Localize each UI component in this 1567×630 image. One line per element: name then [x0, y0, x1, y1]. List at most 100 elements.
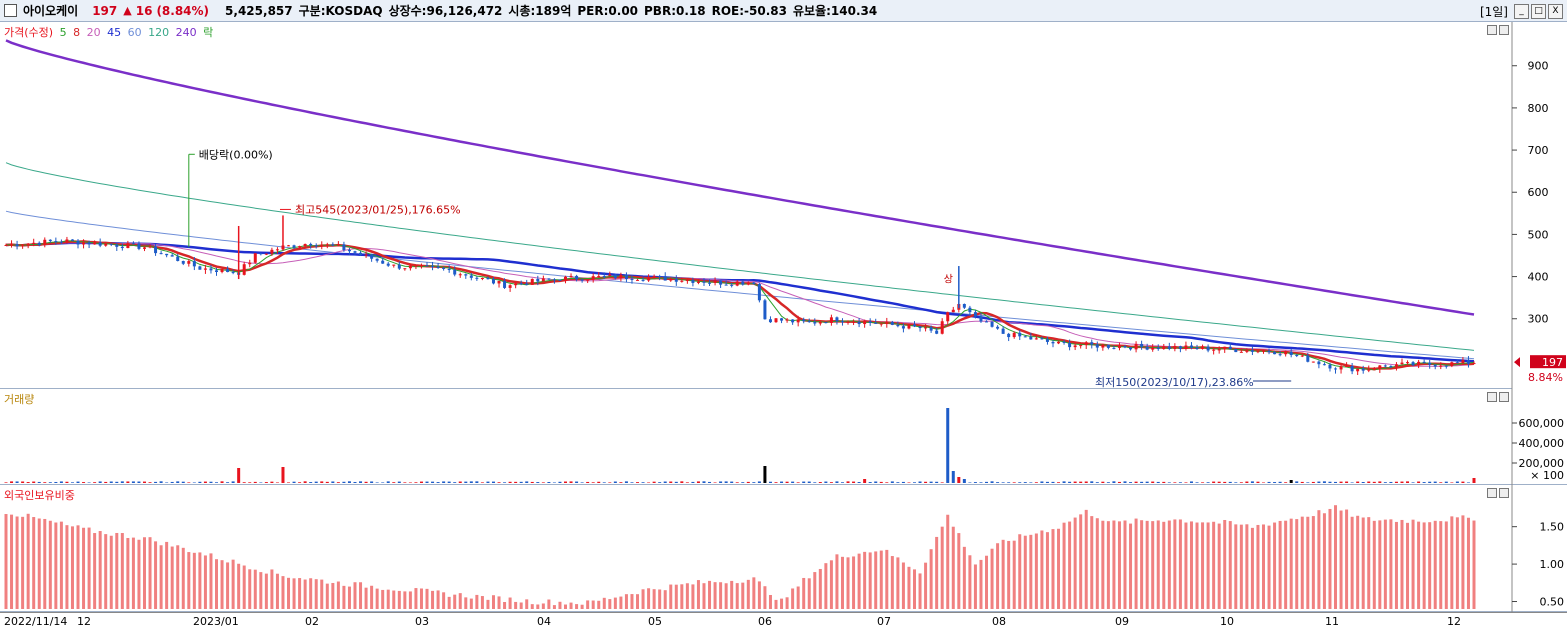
candle-body	[248, 262, 252, 265]
foreign-bar	[1455, 517, 1459, 609]
foreign-bar	[1129, 523, 1133, 609]
volume-bar	[1317, 481, 1321, 483]
candle-body	[480, 278, 484, 280]
candle-body	[220, 268, 224, 272]
foreign-bar	[1018, 534, 1022, 609]
pane-close-button[interactable]	[1499, 25, 1509, 35]
volume-bar	[647, 482, 651, 483]
price-pane[interactable]: 가격(수정) 5 8 20 45 60 120 240 락 900 800 700 6…	[0, 22, 1567, 389]
foreign-bar	[1334, 505, 1338, 609]
candle-body	[796, 319, 800, 323]
foreign-bar	[397, 590, 401, 609]
volume-bar	[1162, 481, 1166, 483]
volume-bar	[165, 482, 169, 483]
volume-bar	[652, 481, 656, 483]
foreign-bar	[580, 604, 584, 609]
pane-minimize-button[interactable]	[1487, 392, 1497, 402]
foreign-bar	[852, 556, 856, 609]
volume-bar	[281, 467, 285, 483]
volume-bar	[669, 481, 673, 483]
candle-body	[912, 324, 916, 327]
foreign-pane[interactable]: 외국인보유비중 1.50 1.00 0.50	[0, 485, 1567, 612]
foreign-bar	[1223, 519, 1227, 609]
candle-body	[1062, 341, 1066, 343]
volume-bar	[1217, 481, 1221, 483]
foreign-bar	[1195, 522, 1199, 609]
volume-pane[interactable]: 거래량 600,000 400,000 200,000 × 100	[0, 389, 1567, 485]
foreign-bar	[1472, 520, 1476, 609]
volume-bar	[918, 481, 922, 483]
foreign-bar	[957, 533, 961, 609]
volume-tick-label: 400,000	[1519, 437, 1565, 450]
ma20-line	[5, 242, 1475, 367]
volume-chart[interactable]: 600,000 400,000 200,000× 100	[0, 389, 1567, 485]
volume-bar	[569, 481, 573, 483]
volume-bar	[1234, 482, 1238, 483]
volume-bar	[1289, 480, 1293, 483]
candle-body	[852, 321, 856, 323]
volume-bar	[59, 481, 63, 483]
foreign-bar	[486, 599, 490, 609]
candle-body	[536, 278, 540, 282]
pane-minimize-button[interactable]	[1487, 25, 1497, 35]
minimize-button[interactable]: _	[1514, 4, 1529, 19]
volume-bar	[1345, 481, 1349, 483]
price-chart[interactable]: 900 800 700 600 500 400 300 배당락(0.00%) 최고545(202…	[0, 22, 1567, 389]
volume-bar	[1123, 481, 1127, 483]
candle-body	[203, 268, 207, 270]
volume-bar	[142, 481, 146, 483]
pane-minimize-button[interactable]	[1487, 488, 1497, 498]
foreign-bar	[741, 582, 745, 609]
candle-body	[1261, 350, 1265, 352]
volume-bar	[774, 482, 778, 483]
candle-body	[885, 322, 889, 324]
foreign-bar	[491, 595, 495, 609]
foreign-bar	[608, 599, 612, 609]
ma120-line	[5, 162, 1475, 351]
volume-bar	[985, 481, 989, 483]
candle-body	[696, 281, 700, 283]
foreign-bar	[818, 568, 822, 609]
foreign-bar	[918, 573, 922, 609]
volume-bar	[1284, 482, 1288, 483]
foreign-bar	[708, 580, 712, 609]
maximize-button[interactable]: □	[1531, 4, 1546, 19]
volume-bar	[298, 482, 302, 483]
volume-bar	[1151, 481, 1155, 483]
pane-close-button[interactable]	[1499, 488, 1509, 498]
candle-body	[475, 277, 479, 279]
foreign-bar	[713, 582, 717, 609]
volume-bar	[874, 481, 878, 483]
volume-bar	[1212, 481, 1216, 483]
candle-body	[1295, 355, 1299, 357]
legend-foreign: 외국인보유비중	[4, 489, 75, 502]
candle-body	[1217, 349, 1221, 351]
candle-body	[613, 274, 617, 279]
volume-bar	[264, 482, 268, 483]
close-button[interactable]: X	[1548, 4, 1563, 19]
foreign-bar	[1101, 520, 1105, 609]
volume-bar	[508, 481, 512, 483]
foreign-bar	[857, 553, 861, 609]
foreign-ratio-chart[interactable]: 1.50 1.00 0.50	[0, 485, 1567, 612]
select-checkbox[interactable]	[4, 4, 17, 17]
volume-bar	[1455, 481, 1459, 483]
candle-body	[486, 278, 490, 280]
foreign-bar	[1428, 522, 1432, 609]
volume-bar	[425, 481, 429, 483]
volume-bar	[82, 482, 86, 483]
period-selector[interactable]: [1일]	[1479, 5, 1508, 19]
pane-close-button[interactable]	[1499, 392, 1509, 402]
volume-bar	[1051, 481, 1055, 483]
candle-body	[314, 245, 318, 247]
candle-body	[1068, 342, 1072, 348]
foreign-bar	[547, 599, 551, 609]
candle-body	[1417, 361, 1421, 366]
volume-bar	[624, 481, 628, 483]
volume-bar	[547, 481, 551, 483]
high-label: 최고545(2023/01/25),176.65%	[295, 203, 461, 216]
foreign-bar	[458, 593, 462, 609]
candle-body	[76, 240, 80, 245]
candle-body	[342, 244, 346, 250]
volume-bar	[1029, 482, 1033, 483]
